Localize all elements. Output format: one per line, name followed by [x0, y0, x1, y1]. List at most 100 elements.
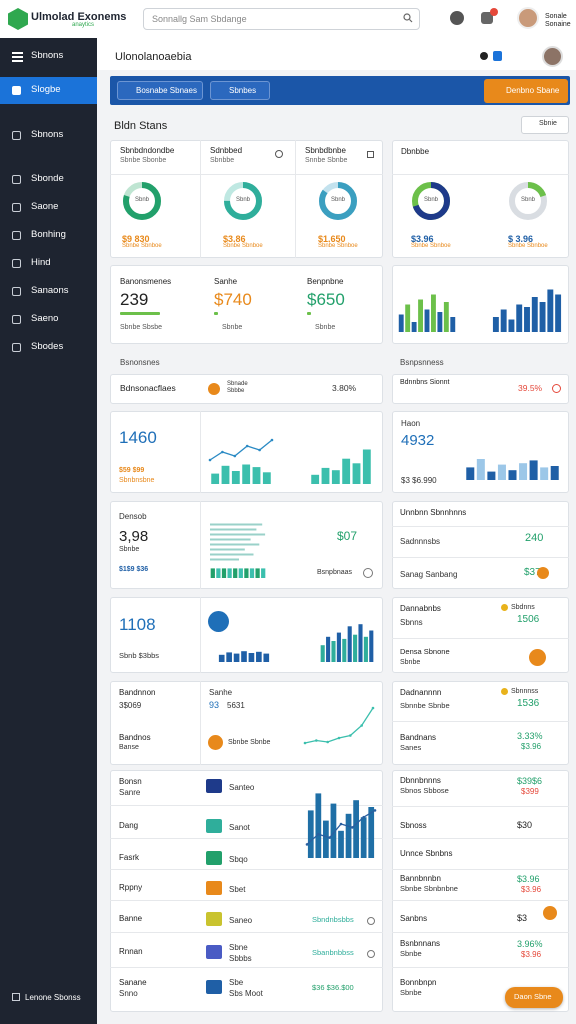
nav-icon	[12, 175, 21, 184]
bar	[241, 651, 247, 662]
list-label: Bonnbnpn	[400, 978, 437, 987]
bar	[307, 810, 314, 858]
section-button[interactable]	[521, 116, 569, 134]
table-sub: Snno	[119, 989, 138, 998]
filter-label[interactable]: Bosnabe Sbnaes	[136, 86, 197, 95]
donut-arc	[412, 182, 450, 220]
table-item: Saneo	[229, 916, 253, 925]
filter-label[interactable]: Sbnbes	[229, 86, 257, 95]
bar	[363, 636, 368, 662]
table-name: Dang	[119, 821, 139, 830]
nav-item[interactable]: Slogbe	[31, 84, 61, 95]
nav-item[interactable]: Sbnons	[31, 129, 64, 140]
divider	[110, 932, 383, 933]
bar	[342, 638, 347, 662]
bar	[550, 466, 559, 480]
bar	[263, 653, 270, 662]
donut-caption: Sbnbe Sbnboe	[411, 243, 451, 249]
table-sub: Sanre	[119, 788, 141, 797]
bar	[238, 568, 243, 578]
logo-hex	[8, 8, 28, 30]
mini-chart	[303, 706, 375, 745]
list-header: Unnce Sbnbns	[400, 849, 453, 858]
avatar[interactable]	[542, 46, 563, 67]
nav-icon	[12, 287, 21, 296]
row-value: 3$069	[119, 701, 142, 710]
search-box[interactable]	[143, 8, 420, 30]
filter-button[interactable]	[210, 81, 270, 100]
table-icon	[206, 945, 222, 959]
nav-item[interactable]: Sbonde	[31, 173, 64, 184]
sidebar-footer[interactable]: Lenone Sbonss	[25, 993, 81, 1002]
donut-value: $1.650	[318, 234, 346, 244]
table-icon	[206, 819, 222, 833]
bar	[211, 473, 220, 484]
card-label: Sbnbdbnbe	[305, 146, 346, 155]
icon-button[interactable]	[481, 12, 493, 24]
row-label: Bandnans	[400, 733, 437, 742]
floating-button[interactable]	[505, 987, 563, 1008]
bar	[466, 467, 475, 480]
nav-item[interactable]: Saeno	[31, 313, 59, 324]
divider	[392, 174, 569, 175]
logo	[8, 8, 28, 30]
bar	[508, 319, 515, 332]
divider	[392, 806, 569, 807]
header-icon[interactable]	[493, 51, 502, 61]
bar	[242, 464, 251, 484]
action-button[interactable]	[484, 79, 568, 103]
avatar[interactable]	[517, 7, 539, 29]
icon-button[interactable]	[450, 11, 464, 25]
bar	[437, 312, 443, 332]
line-point	[305, 843, 309, 846]
card	[110, 265, 383, 344]
card	[110, 770, 383, 1012]
bar	[342, 458, 351, 484]
strip-label: Bdnsonacflaes	[120, 383, 176, 393]
bar	[331, 470, 340, 484]
row-label: Bandnos	[119, 733, 151, 742]
card-sublabel: Sbnbe Sbonbe	[120, 157, 167, 164]
bar	[353, 800, 359, 858]
nav-item[interactable]: Sanaons	[31, 285, 69, 296]
bar	[411, 322, 417, 332]
donut-arc	[123, 182, 161, 220]
nav-item[interactable]: Saone	[31, 201, 59, 212]
header-icon[interactable]	[480, 52, 488, 60]
nav-item[interactable]: Sbnons	[31, 50, 64, 61]
card	[392, 374, 569, 404]
nav-icon	[12, 231, 21, 240]
action-label[interactable]: Denbno Sbane	[506, 86, 560, 95]
row-label: Sanag Sanbang	[400, 570, 458, 579]
kpi-value: 3,98	[119, 528, 149, 545]
section-button-label[interactable]: Sbnie	[539, 120, 557, 127]
bar	[362, 449, 371, 484]
mini-chart	[305, 809, 377, 846]
row-value: 1506	[517, 614, 540, 625]
line-point	[233, 454, 237, 458]
row-sub: Sbnns	[400, 618, 423, 627]
kpi-icon	[208, 611, 229, 632]
donut-arc	[319, 182, 357, 220]
donut-value: $3.96	[411, 234, 434, 244]
row-sub: 5631	[227, 701, 245, 710]
filter-button[interactable]	[117, 81, 203, 100]
bar	[369, 630, 374, 662]
list-sub: Sbnos Sbbose	[400, 786, 449, 795]
card-sublabel: Sbnbbe	[210, 157, 235, 164]
donut	[509, 182, 547, 220]
table-item: Sanot	[229, 823, 250, 832]
mini-chart	[218, 651, 270, 662]
bar	[531, 297, 538, 332]
nav-item[interactable]: Bonhing	[31, 229, 66, 240]
bar	[216, 568, 221, 578]
mini-chart	[466, 459, 559, 480]
card-label: Dbnbbe	[401, 147, 430, 156]
floating-button-label[interactable]: Daon Sbne	[514, 992, 552, 1001]
nav-item[interactable]: Sbodes	[31, 341, 64, 352]
kpi-sub: Sbnbnsbne	[119, 477, 155, 484]
row-sub: Sbnbe	[400, 659, 421, 666]
line-point	[351, 826, 354, 829]
nav-item[interactable]: Hind	[31, 257, 51, 268]
bar	[210, 533, 266, 536]
